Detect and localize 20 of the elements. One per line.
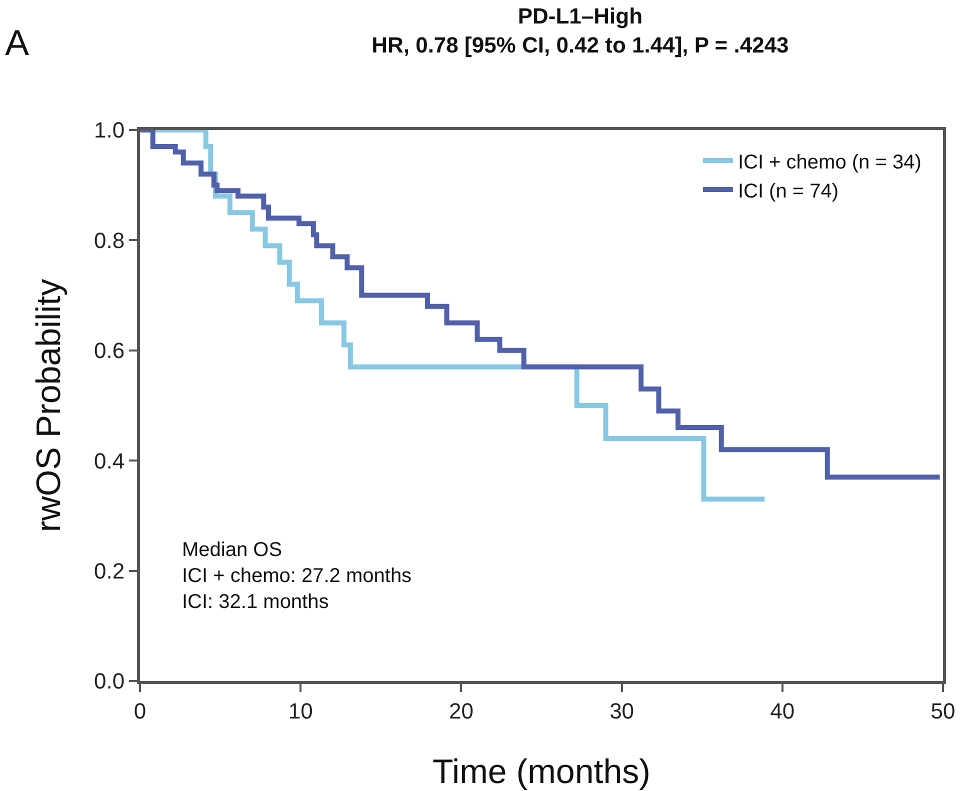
y-tick-label: 0.8 bbox=[94, 228, 125, 253]
text: A bbox=[5, 22, 30, 63]
x-tick-label: 20 bbox=[448, 698, 474, 724]
y-tick-label: 0.0 bbox=[94, 668, 125, 694]
y-tick-label: 0.4 bbox=[94, 448, 125, 474]
chart-title: PD-L1–High bbox=[518, 4, 643, 29]
y-tick-label: 1.0 bbox=[94, 118, 125, 143]
x-tick-label: 0 bbox=[134, 698, 146, 724]
legend-label: ICI (n = 74) bbox=[738, 180, 839, 202]
annotation: Median OS ICI + chemo: 27.2 months ICI: 32.1 months bbox=[182, 539, 412, 613]
x-tick-label: 50 bbox=[930, 698, 956, 724]
legend-label: ICI + chemo (n = 34) bbox=[738, 151, 922, 174]
y-axis-title: rwOS Probability bbox=[30, 278, 68, 532]
x-tick-label: 30 bbox=[610, 698, 634, 724]
chart-subtitle: HR, 0.78 [95% CI, 0.42 to 1.44], P = .4243 bbox=[372, 32, 789, 58]
y-tick-label: 0.2 bbox=[94, 558, 125, 584]
y-tick-label: 0.6 bbox=[94, 338, 125, 364]
x-axis-title: Time (months) bbox=[432, 753, 650, 791]
x-tick-label: 40 bbox=[770, 698, 795, 724]
x-tick-label: 10 bbox=[288, 698, 313, 724]
